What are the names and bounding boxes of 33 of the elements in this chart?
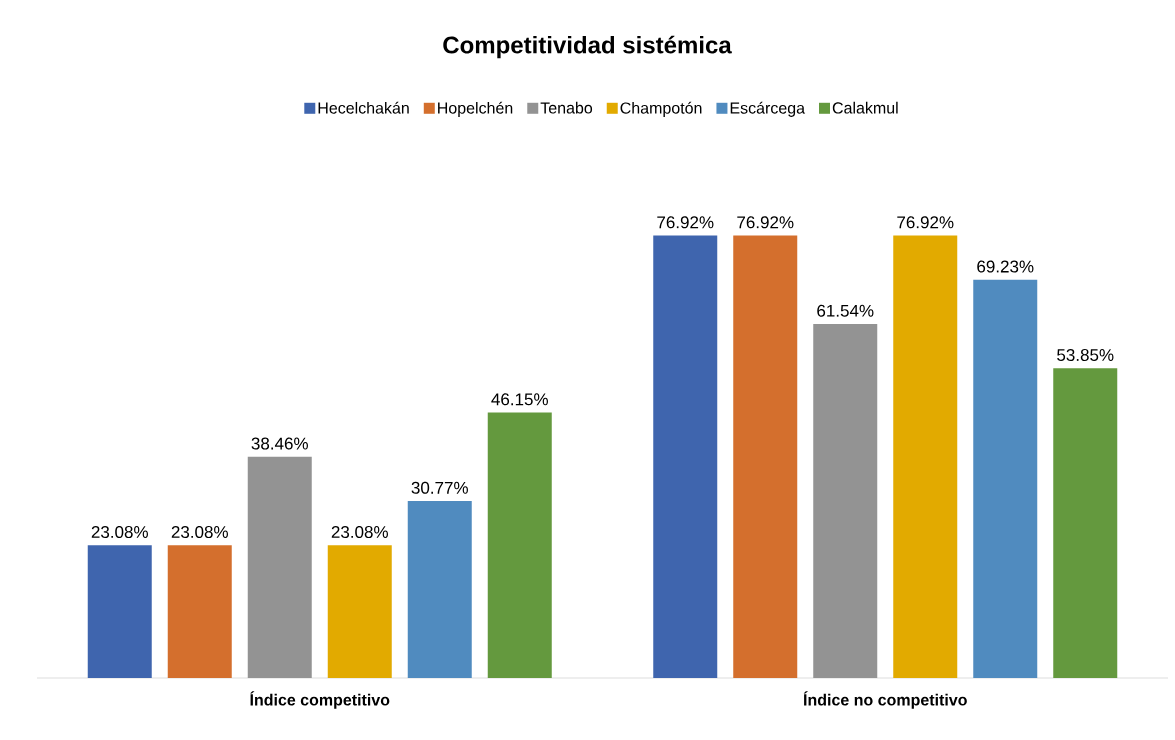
data-label: 69.23% xyxy=(977,260,1034,273)
bar xyxy=(487,412,552,678)
bar xyxy=(1053,368,1118,678)
x-tick-label: Índice no competitivo xyxy=(803,691,967,709)
legend-label: Champotón xyxy=(620,101,702,117)
data-label: 46.15% xyxy=(491,393,548,406)
legend-label: Hopelchén xyxy=(438,101,513,117)
bar xyxy=(407,500,472,678)
bar xyxy=(733,235,798,678)
data-label: 23.08% xyxy=(331,525,388,539)
data-label: 53.85% xyxy=(1057,348,1114,362)
x-tick-label: Índice competitivo xyxy=(250,691,390,709)
data-label: 38.46% xyxy=(251,437,308,450)
data-label: 76.92% xyxy=(897,216,954,229)
bar xyxy=(87,545,152,678)
data-label: 61.54% xyxy=(817,304,874,317)
bar xyxy=(653,235,718,678)
bar xyxy=(327,545,392,678)
legend-label: Tenabo xyxy=(540,101,593,114)
chart-title: Competitividad sistémica xyxy=(443,35,732,59)
bar xyxy=(813,323,878,678)
bar xyxy=(167,545,232,678)
data-label: 23.08% xyxy=(91,525,148,539)
data-label: 23.08% xyxy=(171,525,228,539)
data-label: 76.92% xyxy=(737,216,794,229)
legend-label: Escárcega xyxy=(730,101,806,117)
bar xyxy=(893,235,958,678)
bar xyxy=(973,279,1038,678)
legend-label: Hecelchakán xyxy=(318,101,409,114)
data-label: 76.92% xyxy=(657,216,714,229)
legend-label: Calakmul xyxy=(832,101,898,114)
bar xyxy=(247,456,312,678)
data-label: 30.77% xyxy=(411,481,468,494)
